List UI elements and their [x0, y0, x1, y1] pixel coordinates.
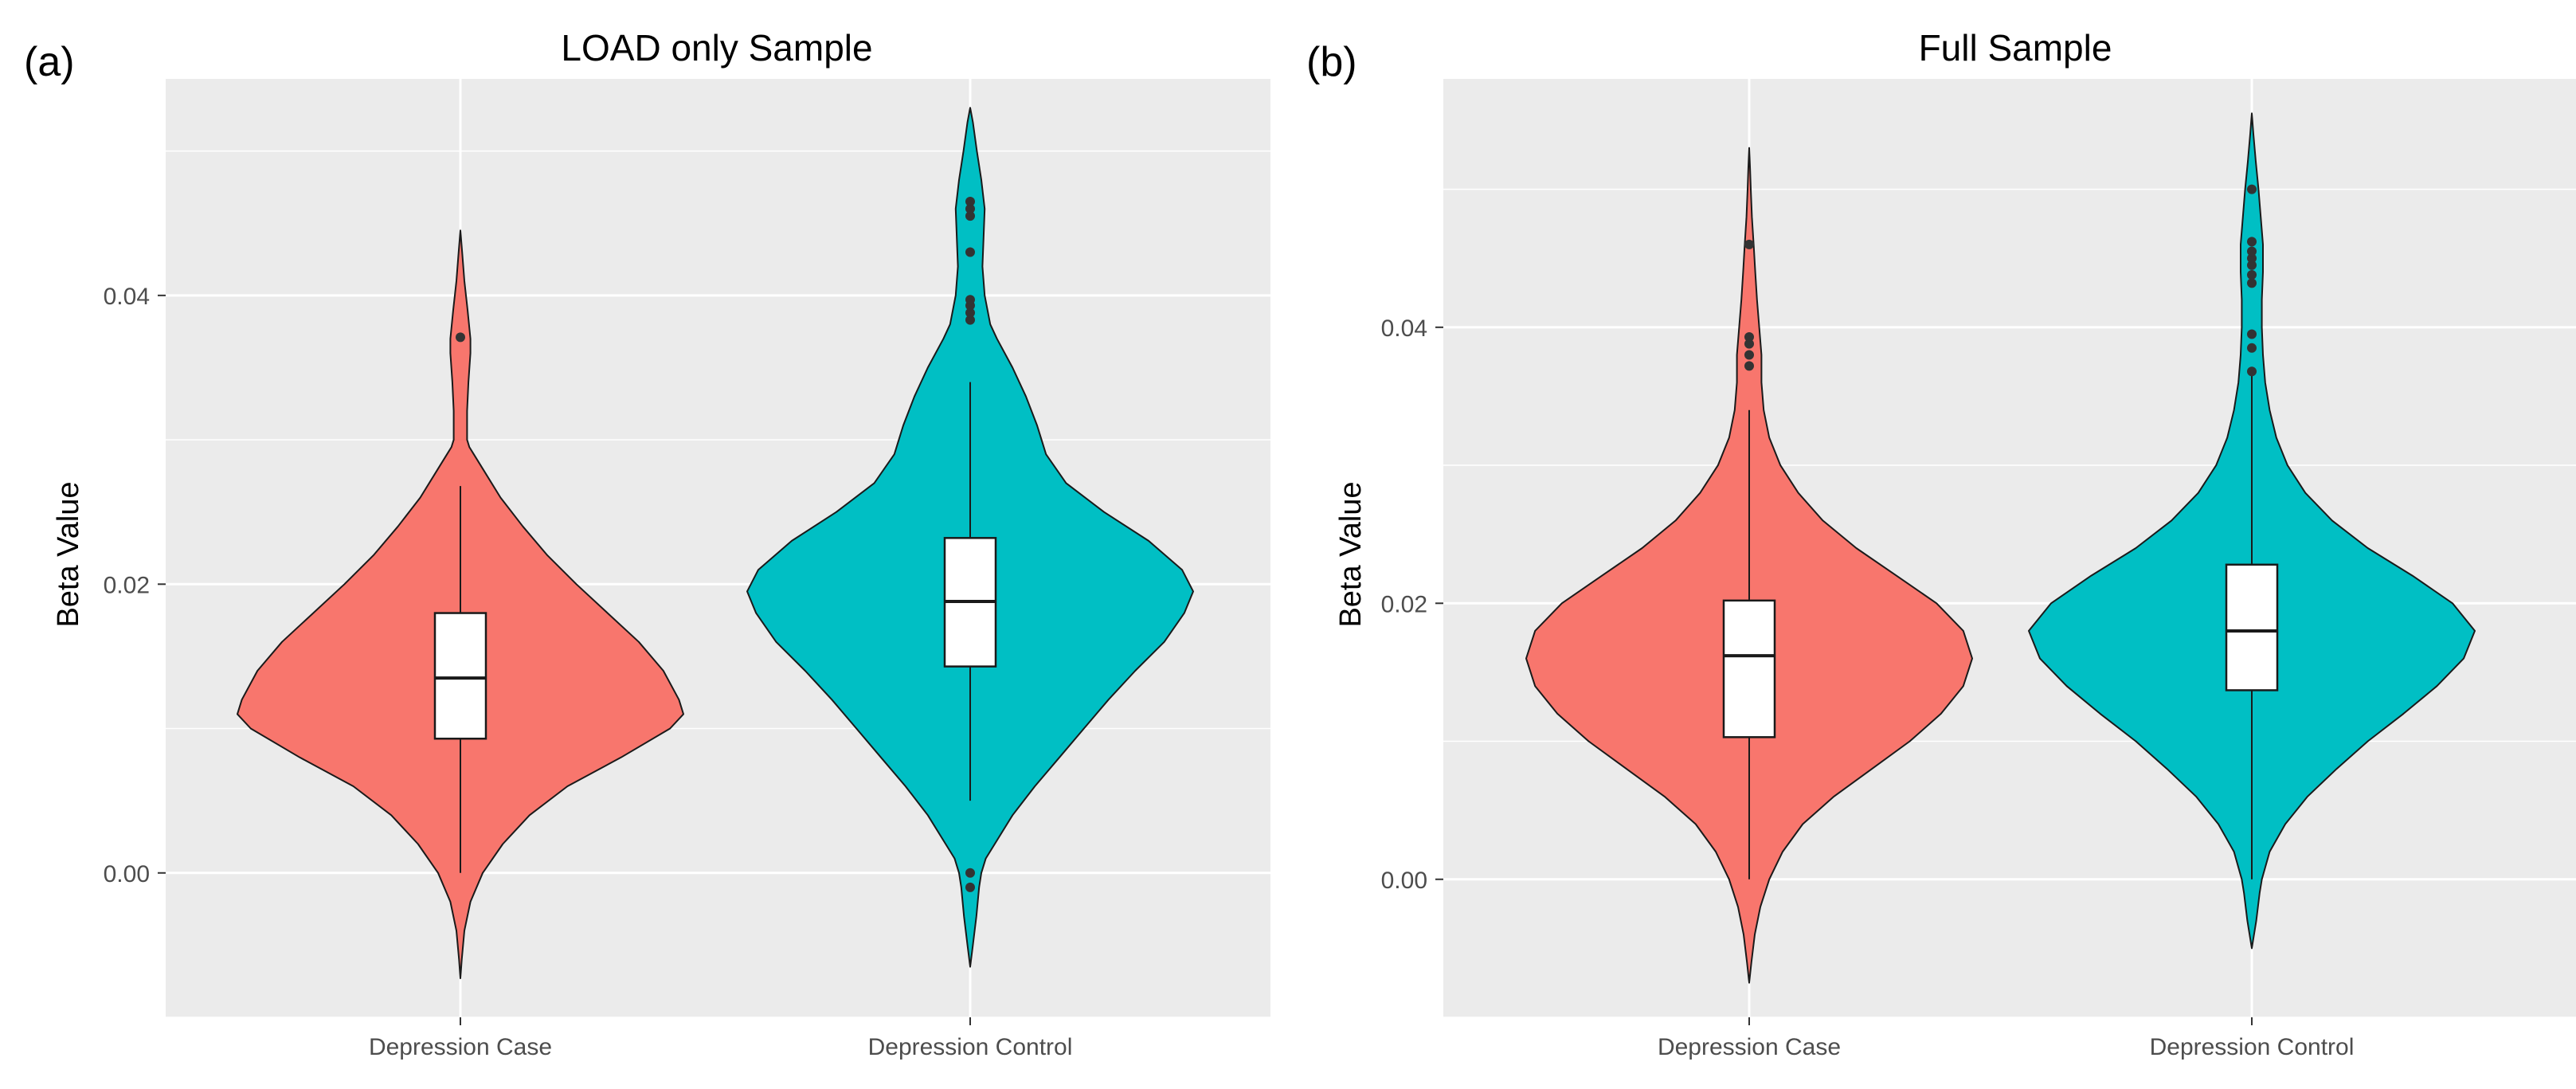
panel-b-label: (b) [1306, 39, 1357, 85]
outlier-point [2247, 343, 2257, 353]
outlier-point [2247, 269, 2257, 280]
outlier-point [965, 315, 975, 325]
panel-a-title: LOAD only Sample [561, 27, 872, 69]
panel-a-y-axis-title: Beta Value [52, 481, 85, 627]
outlier-point [2247, 278, 2257, 288]
panel-a: (a) LOAD only Sample Beta Value 0.00 0.02… [24, 27, 1270, 1060]
outlier-point [1744, 239, 1754, 249]
box [433, 612, 487, 740]
outlier-point [2247, 237, 2257, 247]
y-tick-label: 0.04 [1381, 315, 1427, 342]
x-tick-label: Depression Control [868, 1034, 1073, 1060]
panel-b: (b) Full Sample Beta Value 0.00 0.02 0.04 D… [1306, 27, 2576, 1060]
outlier-point [2247, 329, 2257, 339]
outlier-point [965, 204, 975, 214]
y-tick-label: 0.00 [104, 861, 150, 887]
outlier-point [965, 308, 975, 318]
box [1722, 599, 1776, 738]
outlier-point [2247, 366, 2257, 377]
panel-b-plot-background [1443, 79, 2576, 1017]
y-tick-label: 0.04 [104, 284, 150, 310]
outlier-point [1744, 331, 1754, 342]
outlier-point [2247, 253, 2257, 264]
outlier-point [965, 247, 975, 257]
outlier-point [1744, 361, 1754, 371]
outlier-point [965, 868, 975, 878]
box [2225, 563, 2279, 691]
outlier-point [2247, 246, 2257, 257]
outlier-point [965, 197, 975, 207]
y-tick-label: 0.02 [104, 572, 150, 598]
outlier-point [965, 882, 975, 892]
x-tick-label: Depression Case [1658, 1034, 1841, 1060]
outlier-point [965, 295, 975, 305]
y-tick-label: 0.00 [1381, 868, 1427, 894]
panel-a-marks [237, 107, 1194, 980]
outlier-point [2247, 184, 2257, 194]
y-tick-label: 0.02 [1381, 591, 1427, 617]
panel-a-label: (a) [24, 39, 75, 85]
outlier-point [2247, 260, 2257, 270]
outlier-point [456, 332, 465, 343]
panel-b-axes: 0.00 0.02 0.04 Depression Case Depression Co… [1381, 315, 2355, 1060]
outlier-point [965, 211, 975, 221]
panel-b-y-axis-title: Beta Value [1334, 481, 1368, 627]
outlier-point [1744, 350, 1754, 360]
outlier-point [1744, 339, 1754, 349]
x-tick-label: Depression Case [369, 1034, 552, 1060]
panel-a-axes: 0.00 0.02 0.04 Depression Case Depression Co… [104, 284, 1073, 1060]
panel-b-title: Full Sample [1919, 27, 2112, 69]
x-tick-label: Depression Control [2150, 1034, 2355, 1060]
panel-b-marks [1525, 112, 2476, 984]
